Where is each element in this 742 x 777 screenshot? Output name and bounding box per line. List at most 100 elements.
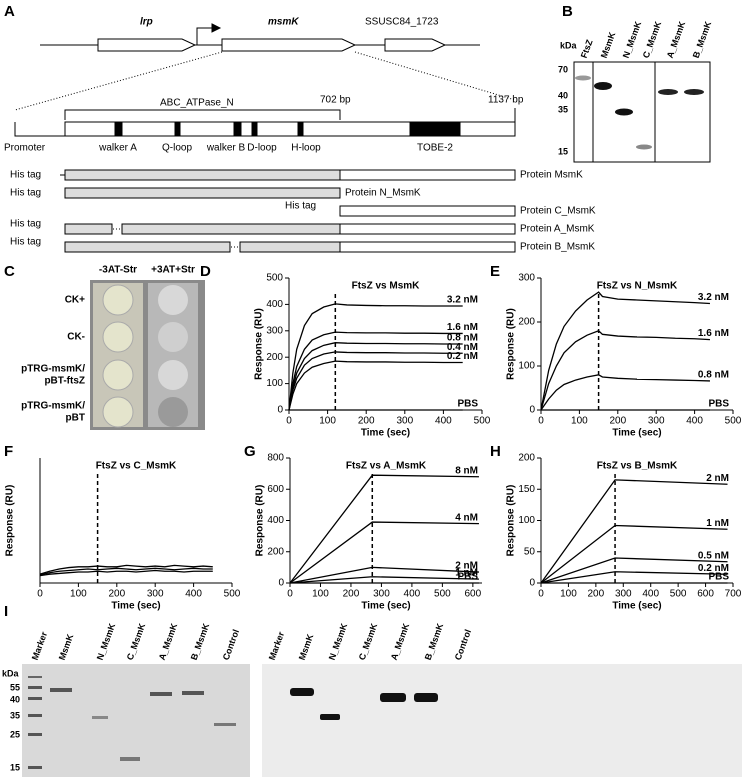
y-tick-label: 0 <box>277 405 283 416</box>
series-label: 1.6 nM <box>698 328 729 339</box>
x-tick-label: 300 <box>396 416 413 427</box>
series-label: 1 nM <box>455 568 478 579</box>
promoter-label: Promoter <box>4 143 46 154</box>
row-label: CK+ <box>65 295 85 306</box>
lane-label: FtsZ <box>579 38 595 60</box>
y-tick-label: 500 <box>266 273 283 284</box>
sensorgram-line <box>540 291 710 411</box>
marker-label: 15 <box>10 762 20 772</box>
x-tick-label: 400 <box>435 416 452 427</box>
lane-label: A_MsmK <box>389 621 412 661</box>
x-axis-label: Time (sec) <box>612 601 661 612</box>
motif-label: Q-loop <box>162 143 192 154</box>
x-axis-label: Time (sec) <box>361 428 410 439</box>
x-tick-label: 400 <box>642 589 659 600</box>
x-tick-label: 600 <box>465 589 482 600</box>
gene-label: msmK <box>268 17 299 28</box>
x-axis-label: Time (sec) <box>361 601 410 612</box>
protein-label: Protein C_MsmK <box>520 206 596 217</box>
protein-label: Protein A_MsmK <box>520 224 595 235</box>
series-label: PBS <box>457 399 478 410</box>
marker-label: 40 <box>10 694 20 704</box>
column-label: -3AT-Str <box>99 265 137 276</box>
lane-label: N_MsmK <box>621 19 644 59</box>
chart-title: FtsZ vs A_MsmK <box>346 461 427 472</box>
x-tick-label: 700 <box>725 589 742 600</box>
motif-label: walker B <box>206 143 246 154</box>
lane-label: A_MsmK <box>157 621 180 661</box>
gel <box>22 664 742 777</box>
marker-label: 70 <box>558 64 568 74</box>
sensorgram-line <box>288 342 463 411</box>
chart-title: FtsZ vs B_MsmK <box>597 461 678 472</box>
y-tick-label: 600 <box>267 484 284 495</box>
chart-title: FtsZ vs C_MsmK <box>96 461 177 472</box>
row-label: pBT-ftsZ <box>44 376 85 387</box>
y-tick-label: 300 <box>518 273 535 284</box>
x-tick-label: 100 <box>560 589 577 600</box>
chart-title: FtsZ vs N_MsmK <box>597 281 678 292</box>
x-tick-label: 200 <box>358 416 375 427</box>
x-tick-label: 200 <box>609 416 626 427</box>
x-tick-label: 400 <box>686 416 703 427</box>
y-tick-label: 100 <box>518 515 535 526</box>
panel-letter: A <box>4 3 15 20</box>
tag-label: His tag <box>10 188 41 199</box>
sensorgram-line <box>39 567 213 576</box>
series-label: 8 nM <box>455 465 478 476</box>
lane-label: Control <box>453 628 473 661</box>
y-tick-label: 200 <box>266 352 283 363</box>
series-label: 0.8 nM <box>698 370 729 381</box>
unit-label: kDa <box>560 40 578 50</box>
position-label: 1137 bp <box>488 95 524 106</box>
sensorgram-line <box>289 566 479 584</box>
protein-label: Protein N_MsmK <box>345 188 421 199</box>
sensorgram-line <box>289 474 479 584</box>
y-tick-label: 0 <box>529 578 535 589</box>
y-tick-label: 400 <box>267 515 284 526</box>
lane-label: B_MsmK <box>189 621 212 661</box>
tag-label: His tag <box>10 219 41 230</box>
sensorgram-line <box>540 479 728 584</box>
marker-label: 15 <box>558 146 568 156</box>
panel-letter: G <box>244 443 256 460</box>
x-tick-label: 300 <box>373 589 390 600</box>
x-tick-label: 100 <box>312 589 329 600</box>
panel-letter: H <box>490 443 501 460</box>
series-label: 3.2 nM <box>698 292 729 303</box>
series-label: 1.6 nM <box>447 322 478 333</box>
marker-label: 55 <box>10 682 20 692</box>
x-tick-label: 400 <box>404 589 421 600</box>
x-tick-label: 300 <box>648 416 665 427</box>
y-tick-label: 150 <box>518 484 535 495</box>
series-label: 3.2 nM <box>447 295 478 306</box>
series-label: 0.2 nM <box>698 563 729 574</box>
x-tick-label: 400 <box>185 589 202 600</box>
sensorgram-line <box>288 351 463 411</box>
series-label: 2 nM <box>455 561 478 572</box>
y-tick-label: 200 <box>267 546 284 557</box>
series-label: 0.8 nM <box>447 333 478 344</box>
lane-label: C_MsmK <box>125 621 148 661</box>
panel-letter: D <box>200 263 211 280</box>
protein-label: Protein B_MsmK <box>520 242 595 253</box>
series-label: PBS <box>708 399 729 410</box>
sensorgram-line <box>288 331 463 411</box>
series-label: PBS <box>708 572 729 583</box>
panel-letter: E <box>490 263 500 280</box>
y-tick-label: 400 <box>266 299 283 310</box>
protein-label: Protein MsmK <box>520 170 583 181</box>
y-tick-label: 50 <box>524 546 536 557</box>
x-tick-label: 100 <box>571 416 588 427</box>
sensorgram-line <box>288 360 463 411</box>
x-tick-label: 500 <box>224 589 241 600</box>
row-label: pTRG-msmK/ <box>21 364 85 375</box>
y-tick-label: 100 <box>266 378 283 389</box>
y-tick-label: 200 <box>518 317 535 328</box>
motif-label: walker A <box>98 143 137 154</box>
marker-label: 40 <box>558 90 568 100</box>
y-axis-label: Response (RU) <box>506 485 517 557</box>
sensorgram-line <box>39 564 213 575</box>
series-label: 0.4 nM <box>447 342 478 353</box>
sensorgram-line <box>289 576 479 584</box>
